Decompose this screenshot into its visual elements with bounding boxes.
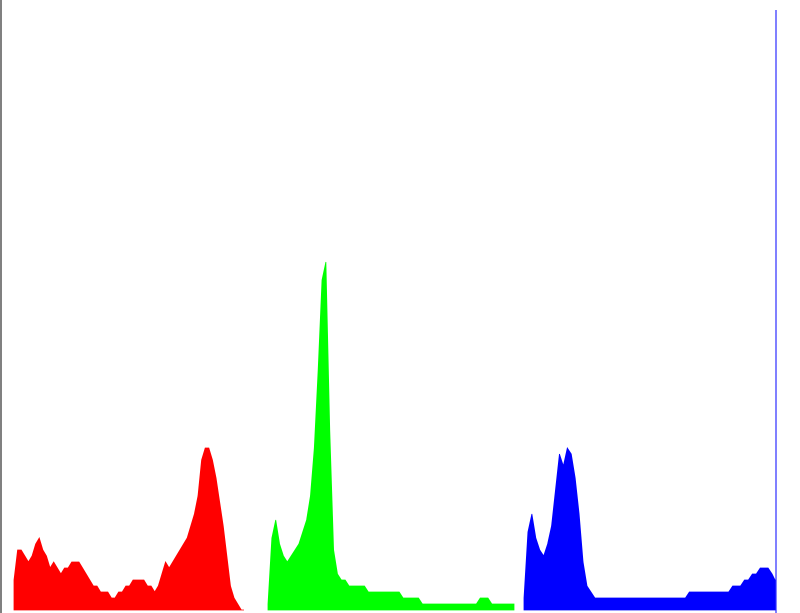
blue-channel-area [523,446,776,611]
red-channel-area [13,447,244,611]
histogram-series-group [13,261,776,611]
green-channel-area [267,261,515,611]
